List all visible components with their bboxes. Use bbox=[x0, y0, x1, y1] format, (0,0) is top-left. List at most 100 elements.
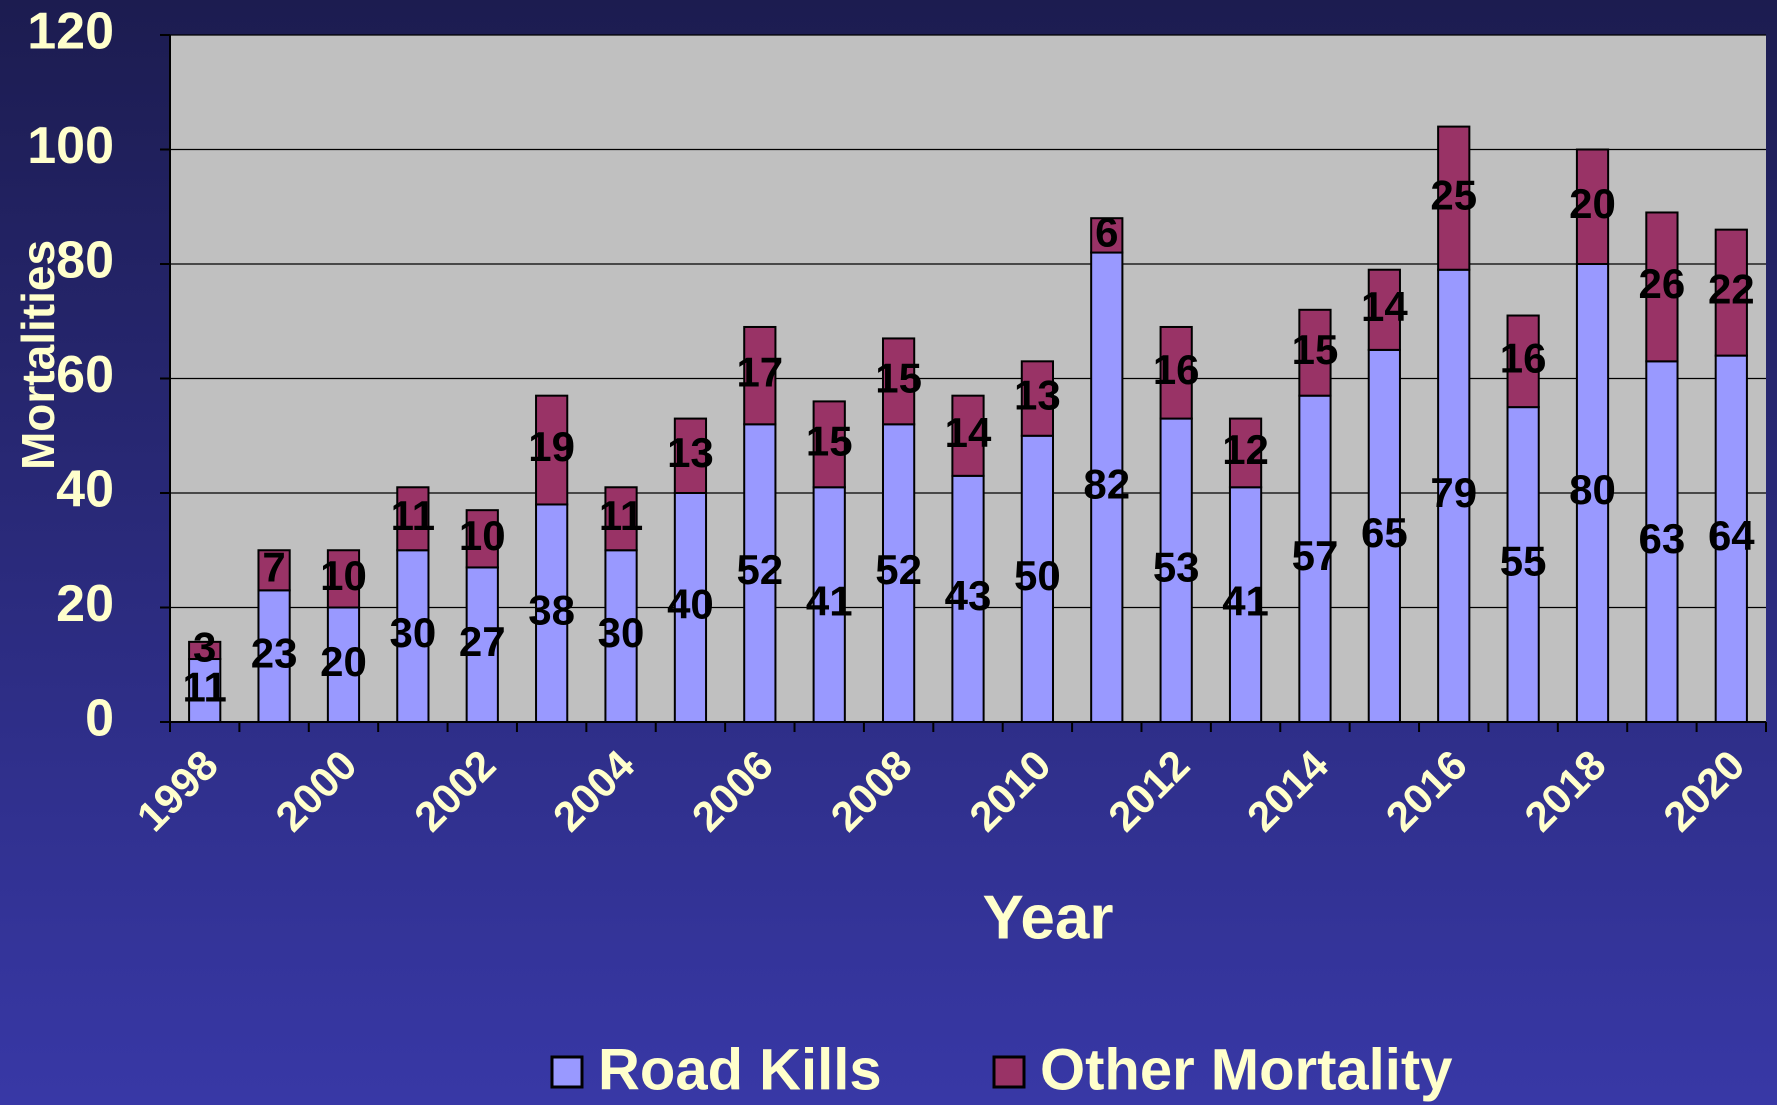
y-tick-label: 40 bbox=[56, 461, 114, 519]
y-tick-label: 80 bbox=[56, 232, 114, 290]
bar-segment bbox=[1506, 314, 1540, 409]
value-label: 52 bbox=[736, 546, 783, 593]
bar-segment bbox=[188, 640, 222, 661]
bar-segment bbox=[881, 337, 916, 426]
value-label: 65 bbox=[1361, 509, 1408, 556]
bar-segment bbox=[604, 486, 638, 552]
value-label: 11 bbox=[599, 492, 643, 539]
bar-segment bbox=[1159, 325, 1193, 420]
bar-segment bbox=[951, 394, 985, 477]
bar-segment bbox=[1506, 406, 1540, 723]
y-tick-label: 100 bbox=[27, 117, 114, 175]
value-label: 57 bbox=[1292, 532, 1339, 579]
value-label: 30 bbox=[390, 609, 437, 656]
value-label: 15 bbox=[875, 354, 922, 401]
bar-segment bbox=[1437, 125, 1471, 271]
bar-segment bbox=[465, 566, 499, 723]
bar-segment bbox=[535, 394, 569, 506]
bar-segment bbox=[1714, 354, 1748, 723]
bar-segment bbox=[1090, 217, 1124, 254]
legend-swatch bbox=[550, 1055, 584, 1089]
value-label: 7 bbox=[262, 543, 285, 590]
value-label: 16 bbox=[1500, 334, 1547, 381]
value-label: 43 bbox=[945, 572, 992, 619]
bar-segment bbox=[951, 474, 985, 724]
bar-segment bbox=[812, 400, 846, 489]
legend-swatch bbox=[992, 1055, 1026, 1089]
value-label: 13 bbox=[1014, 372, 1061, 419]
value-label: 11 bbox=[391, 492, 435, 539]
value-label: 10 bbox=[459, 512, 506, 559]
y-axis-title: Mortalities bbox=[12, 240, 64, 470]
bar-segment bbox=[1645, 211, 1679, 363]
value-label: 41 bbox=[1222, 578, 1269, 625]
value-label: 16 bbox=[1153, 346, 1200, 393]
bar-segment bbox=[1228, 417, 1263, 489]
value-label: 14 bbox=[1361, 283, 1408, 330]
legend-label: Road Kills bbox=[598, 1037, 882, 1102]
value-label: 22 bbox=[1708, 266, 1755, 313]
bar-segment bbox=[465, 509, 499, 569]
bar-segment bbox=[1645, 360, 1679, 723]
bar-segment bbox=[1367, 268, 1401, 351]
bar-segment bbox=[673, 492, 708, 723]
value-label: 82 bbox=[1083, 460, 1130, 507]
bar-segment bbox=[743, 325, 777, 426]
x-axis-title: Year bbox=[982, 883, 1113, 952]
bar-segment bbox=[1575, 148, 1610, 265]
value-label: 15 bbox=[1292, 326, 1339, 373]
value-label: 19 bbox=[528, 423, 575, 470]
bar-segment bbox=[1714, 228, 1748, 357]
bar-segment bbox=[1090, 251, 1124, 724]
value-label: 20 bbox=[320, 638, 367, 685]
bar-segment bbox=[604, 549, 638, 723]
value-label: 27 bbox=[459, 618, 506, 665]
value-label: 15 bbox=[806, 417, 853, 464]
bar-segment bbox=[743, 423, 777, 723]
bar-segment bbox=[881, 423, 916, 723]
bar-segment bbox=[535, 503, 569, 724]
value-label: 6 bbox=[1095, 208, 1118, 255]
value-label: 13 bbox=[667, 429, 714, 476]
bar-segment bbox=[1575, 263, 1610, 723]
value-label: 11 bbox=[182, 664, 226, 711]
value-label: 40 bbox=[667, 581, 714, 628]
bar-segment bbox=[326, 606, 361, 723]
bar-segment bbox=[1298, 394, 1332, 723]
bar-segment bbox=[673, 417, 708, 495]
value-label: 12 bbox=[1222, 426, 1269, 473]
y-tick-label: 120 bbox=[27, 3, 114, 61]
value-label: 14 bbox=[945, 409, 992, 456]
value-label: 3 bbox=[193, 624, 216, 671]
bar-segment bbox=[396, 486, 430, 552]
value-label: 20 bbox=[1569, 180, 1616, 227]
value-label: 64 bbox=[1708, 512, 1755, 559]
bar-segment bbox=[1298, 308, 1332, 397]
bar-segment bbox=[1437, 268, 1471, 723]
value-label: 17 bbox=[736, 349, 783, 396]
bar-segment bbox=[1020, 360, 1055, 437]
y-tick-label: 60 bbox=[56, 346, 114, 404]
value-label: 38 bbox=[528, 586, 575, 633]
bar-segment bbox=[188, 658, 222, 724]
y-tick-label: 20 bbox=[56, 575, 114, 633]
value-label: 10 bbox=[320, 552, 367, 599]
value-label: 30 bbox=[598, 609, 645, 656]
value-label: 23 bbox=[251, 629, 298, 676]
bar-segment bbox=[812, 486, 846, 723]
value-label: 53 bbox=[1153, 543, 1200, 590]
bar-segment bbox=[257, 549, 291, 592]
value-label: 55 bbox=[1500, 538, 1547, 585]
value-label: 26 bbox=[1639, 260, 1686, 307]
value-label: 25 bbox=[1430, 171, 1477, 218]
value-label: 52 bbox=[875, 546, 922, 593]
bar-segment bbox=[326, 549, 361, 609]
value-label: 50 bbox=[1014, 552, 1061, 599]
legend-label: Other Mortality bbox=[1040, 1037, 1453, 1102]
value-label: 80 bbox=[1569, 466, 1616, 513]
y-tick-label: 0 bbox=[85, 690, 114, 748]
value-label: 41 bbox=[806, 578, 853, 625]
value-label: 79 bbox=[1430, 469, 1477, 516]
value-label: 63 bbox=[1639, 515, 1686, 562]
